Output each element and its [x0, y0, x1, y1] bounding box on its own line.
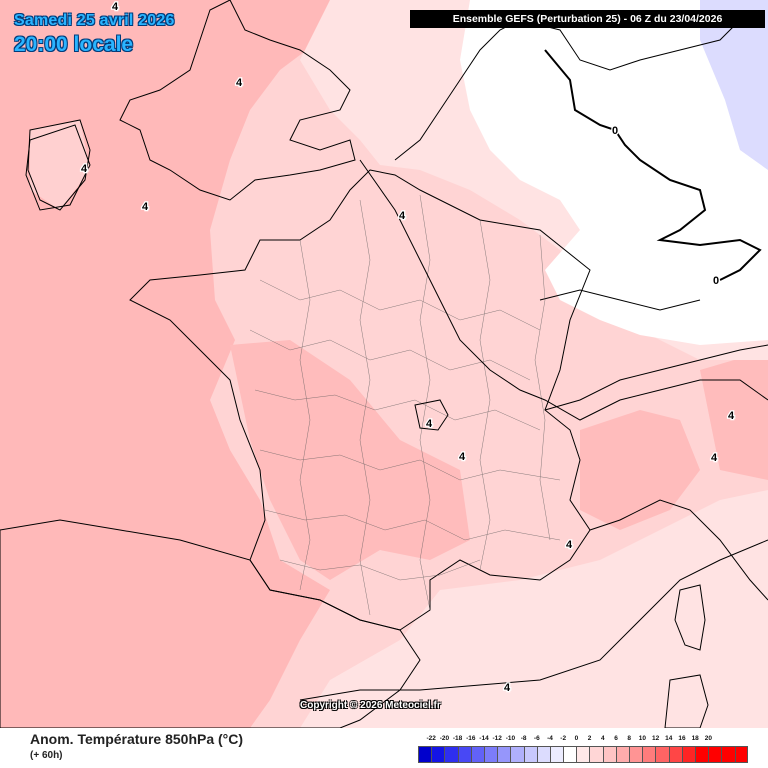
color-scale-label: 2 [587, 735, 592, 742]
anomaly-field-strong-alps [580, 410, 700, 530]
anomaly-field-strong-sw-france [230, 340, 470, 580]
department-borders [249, 194, 561, 616]
color-scale-swatch [642, 747, 656, 762]
color-scale-swatch [734, 747, 748, 762]
color-scale-label: -16 [466, 735, 476, 742]
anomaly-map: 4 4 4 4 4 4 4 4 4 4 4 0 0 [0, 0, 768, 728]
color-scale-labels: -22 -20 -18 -16 -14 -12 -10 -8 -6 -4 -2 0 2 4 6 8 10 12 14… [418, 735, 750, 745]
model-run-banner: Ensemble GEFS (Perturbation 25) - 06 Z d… [410, 10, 765, 28]
color-scale-swatch [668, 747, 682, 762]
contour-label: 0 [612, 125, 618, 137]
color-scale-label: -4 [547, 735, 553, 742]
contour-label: 0 [713, 275, 719, 287]
contour-label: 4 [399, 210, 406, 222]
color-scale-swatch [523, 747, 537, 762]
color-scale-label: 6 [614, 735, 618, 742]
color-scale-label: 4 [600, 735, 605, 742]
color-scale-swatch [497, 747, 511, 762]
variable-title: Anom. Température 850hPa (°C) [30, 731, 244, 747]
color-scale: -22 -20 -18 -16 -14 -12 -10 -8 -6 -4 -2 0 2 4 6 8 10 12 14… [418, 735, 750, 763]
contour-label: 4 [566, 539, 573, 551]
color-scale-swatch [510, 747, 524, 762]
color-scale-swatch [444, 747, 458, 762]
color-scale-label: -8 [520, 735, 527, 742]
contour-four-ireland [25, 124, 91, 211]
color-scale-swatch [694, 747, 709, 762]
color-scale-label: 20 [704, 735, 712, 742]
color-scale-label: 8 [627, 735, 631, 742]
color-scale-swatch [615, 747, 629, 762]
color-scale-label: -2 [560, 735, 567, 742]
color-scale-swatch [576, 747, 590, 762]
color-scale-swatch [629, 747, 643, 762]
contour-label: 4 [426, 418, 433, 430]
contour-label: 4 [142, 201, 149, 213]
contour-zero [544, 49, 762, 281]
color-scale-label: 10 [638, 735, 646, 742]
contour-label: 4 [728, 410, 735, 422]
copyright-notice: Copyright © 2026 Meteociel.fr [300, 700, 441, 711]
color-scale-label: 16 [678, 735, 686, 742]
color-scale-label: 0 [574, 735, 579, 742]
color-scale-label: 18 [691, 735, 699, 742]
lead-time: (+ 60h) [30, 750, 63, 761]
color-scale-swatch [589, 747, 603, 762]
color-scale-swatch [483, 747, 498, 762]
color-scale-swatch [457, 747, 471, 762]
contour-four-center [414, 399, 449, 431]
color-scale-label: -12 [492, 735, 502, 742]
forecast-date: Samedi 25 avril 2026 [14, 12, 175, 29]
anomaly-field-light-atlantic [30, 120, 90, 210]
color-scale-label: 14 [665, 735, 673, 742]
color-scale-swatch [563, 747, 577, 762]
contour-label: 4 [81, 163, 88, 175]
color-scale-swatch [655, 747, 669, 762]
contour-four-east [359, 159, 768, 421]
color-scale-label: -14 [479, 735, 489, 742]
contour-label: 4 [504, 682, 511, 694]
color-scale-swatch [708, 747, 722, 762]
contour-lines [25, 49, 768, 701]
color-scale-swatch [431, 747, 445, 762]
color-scale-swatch [721, 747, 735, 762]
color-scale-label: -18 [452, 735, 463, 742]
color-scale-swatch [602, 747, 616, 762]
color-scale-swatch [418, 747, 432, 762]
anomaly-field-cold-pocket [700, 0, 768, 170]
color-scale-label: -6 [533, 735, 540, 742]
forecast-time: 20:00 locale [14, 33, 134, 56]
contour-four-south [299, 539, 768, 701]
contour-label: 4 [236, 77, 243, 89]
color-scale-swatch [549, 747, 564, 762]
color-scale-swatch [536, 747, 550, 762]
anomaly-field-strong-west [0, 0, 330, 728]
contour-label: 4 [112, 1, 119, 13]
color-scale-label: -10 [505, 735, 516, 742]
color-scale-label: -20 [439, 735, 450, 742]
color-scale-swatches [418, 746, 748, 763]
color-scale-label: -22 [426, 735, 436, 742]
color-scale-label: 12 [651, 735, 660, 742]
contour-label: 4 [459, 451, 466, 463]
color-scale-swatch [681, 747, 695, 762]
contour-label: 4 [711, 452, 718, 464]
anomaly-field-light-mediterranean [300, 490, 768, 728]
coastlines [0, 0, 768, 728]
anomaly-field-strong-east [700, 350, 768, 480]
color-scale-swatch [470, 747, 484, 762]
anomaly-field-neutral-ne [460, 0, 768, 345]
